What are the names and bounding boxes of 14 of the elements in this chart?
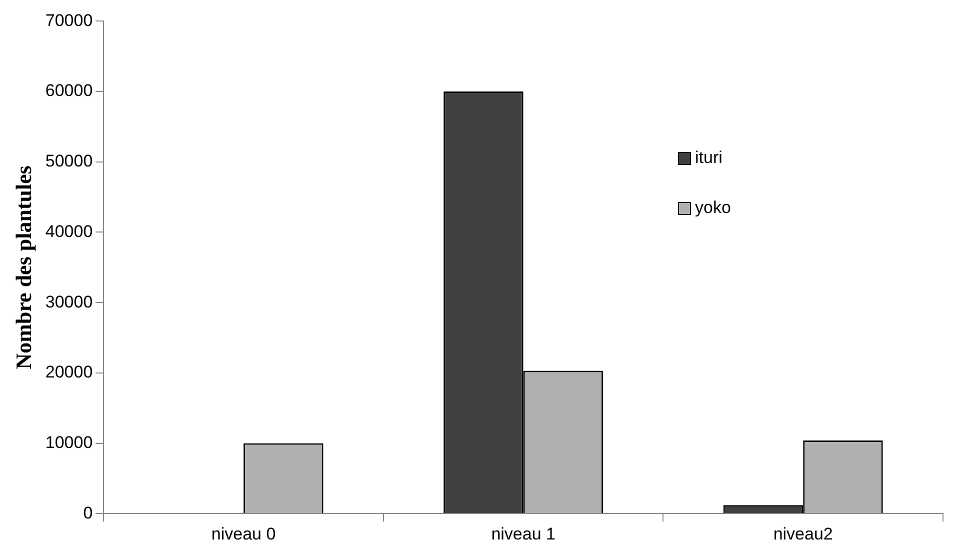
x-tick-label: niveau 0 <box>211 524 276 544</box>
legend-label: yoko <box>695 198 731 218</box>
y-tick-label: 30000 <box>45 292 93 312</box>
y-tick-label: 70000 <box>45 10 93 30</box>
y-tick-label: 0 <box>83 503 93 522</box>
y-tick-label: 40000 <box>45 222 93 241</box>
y-tick-label: 60000 <box>45 81 93 100</box>
legend-label: ituri <box>695 148 722 168</box>
y-tick-label: 20000 <box>45 362 93 382</box>
y-tick-label: 10000 <box>45 432 93 452</box>
y-axis-title: Nombre des plantules <box>10 165 36 370</box>
x-tick-label: niveau2 <box>773 524 833 544</box>
x-tick-label: niveau 1 <box>491 524 556 544</box>
y-tick-label: 50000 <box>45 152 93 171</box>
